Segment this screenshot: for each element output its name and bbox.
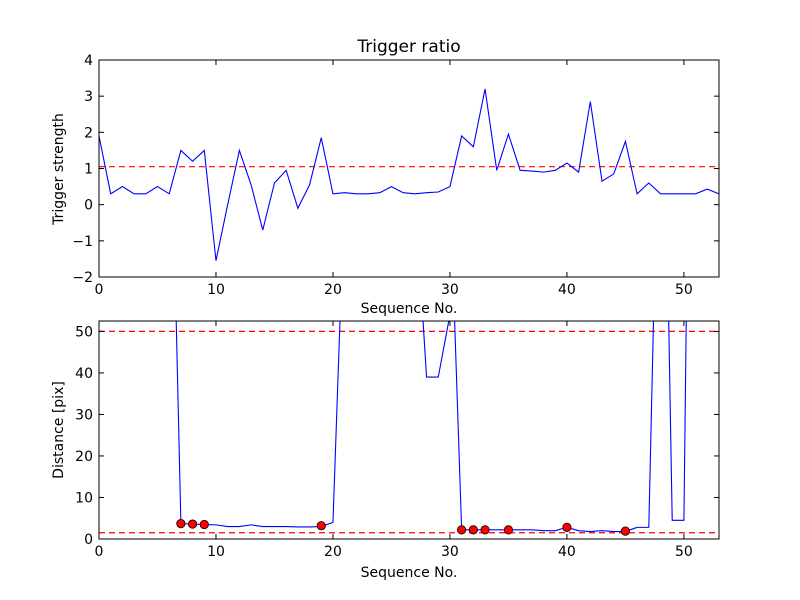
detection-marker	[480, 525, 490, 535]
bottom-plot-area: 0 10 20 30 40 50 0 10 20 30 40 50	[75, 320, 720, 560]
y-tick-label: 1	[84, 162, 93, 178]
y-tick-label: −2	[72, 270, 93, 286]
trigger-strength-line	[99, 88, 719, 261]
y-tick-label: 20	[75, 449, 93, 465]
distance-line-segment-1	[422, 321, 450, 378]
distance-line-segment-0	[175, 321, 341, 528]
detection-marker	[562, 522, 572, 532]
x-tick-label: 20	[324, 282, 342, 298]
top-y-axis-label: Trigger strength	[51, 113, 67, 226]
detection-marker	[187, 519, 198, 529]
bottom-x-axis-label: Sequence No.	[361, 565, 458, 581]
detection-marker	[199, 519, 209, 530]
trigger-ratio-title: Trigger ratio	[356, 37, 460, 57]
y-tick-label: 0	[84, 198, 93, 214]
detection-marker	[176, 519, 186, 529]
trigger-ratio-plot: Trigger ratio Sequence No. Trigger stren…	[51, 37, 720, 317]
y-tick-label: 3	[84, 89, 93, 105]
x-tick-label: 10	[207, 282, 225, 298]
distance-plot: Sequence No. Distance [pix] 0 10 20 30 40 500…	[51, 320, 720, 581]
y-tick-label: 30	[75, 407, 93, 423]
y-tick-label: 50	[75, 324, 93, 340]
bottom-plot-frame	[98, 320, 720, 540]
y-tick-label: 0	[84, 532, 93, 548]
x-tick-label: 0	[95, 544, 104, 560]
y-tick-label: −1	[72, 234, 93, 250]
top-plot-series	[99, 88, 719, 261]
top-plot-area: 0 10 20 30 40 50 −2 −1 0 1 2 3 4	[72, 53, 720, 298]
x-tick-label: 10	[207, 544, 225, 560]
distance-line-segment-3	[668, 321, 687, 521]
detection-marker	[503, 525, 514, 535]
x-tick-label: 40	[558, 544, 576, 560]
bottom-y-axis-label: Distance [pix]	[51, 381, 67, 479]
x-tick-label: 30	[441, 544, 459, 560]
detection-marker	[457, 525, 467, 535]
x-tick-label: 40	[558, 282, 576, 298]
y-tick-label: 40	[75, 366, 93, 382]
x-tick-label: 20	[324, 544, 342, 560]
top-x-axis-label: Sequence No.	[361, 301, 458, 317]
detection-marker	[620, 526, 631, 536]
bottom-plot-series	[99, 321, 719, 536]
y-tick-label: 10	[75, 490, 93, 506]
x-tick-label: 30	[441, 282, 459, 298]
y-tick-label: 2	[84, 125, 93, 141]
y-tick-label: 4	[84, 53, 93, 69]
x-tick-label: 50	[675, 544, 693, 560]
detection-marker	[316, 521, 326, 531]
detection-marker	[468, 525, 478, 535]
x-tick-label: 50	[675, 282, 693, 298]
x-tick-label: 0	[95, 282, 104, 298]
